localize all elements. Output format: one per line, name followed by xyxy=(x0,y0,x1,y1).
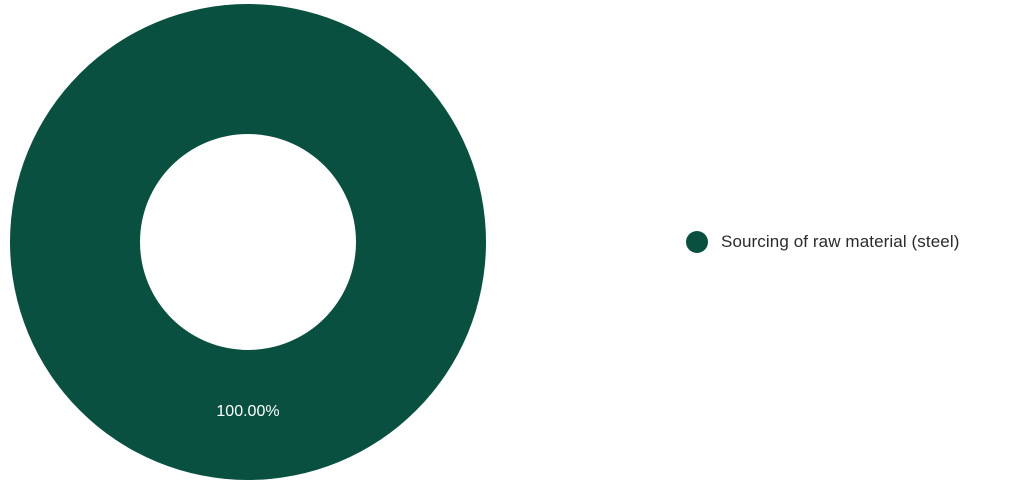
slice-value-label: 100.00% xyxy=(216,403,279,420)
legend-label: Sourcing of raw material (steel) xyxy=(721,232,960,251)
legend-marker-icon xyxy=(686,231,708,253)
donut-slice xyxy=(10,4,486,480)
chart-legend: Sourcing of raw material (steel) xyxy=(686,231,959,253)
